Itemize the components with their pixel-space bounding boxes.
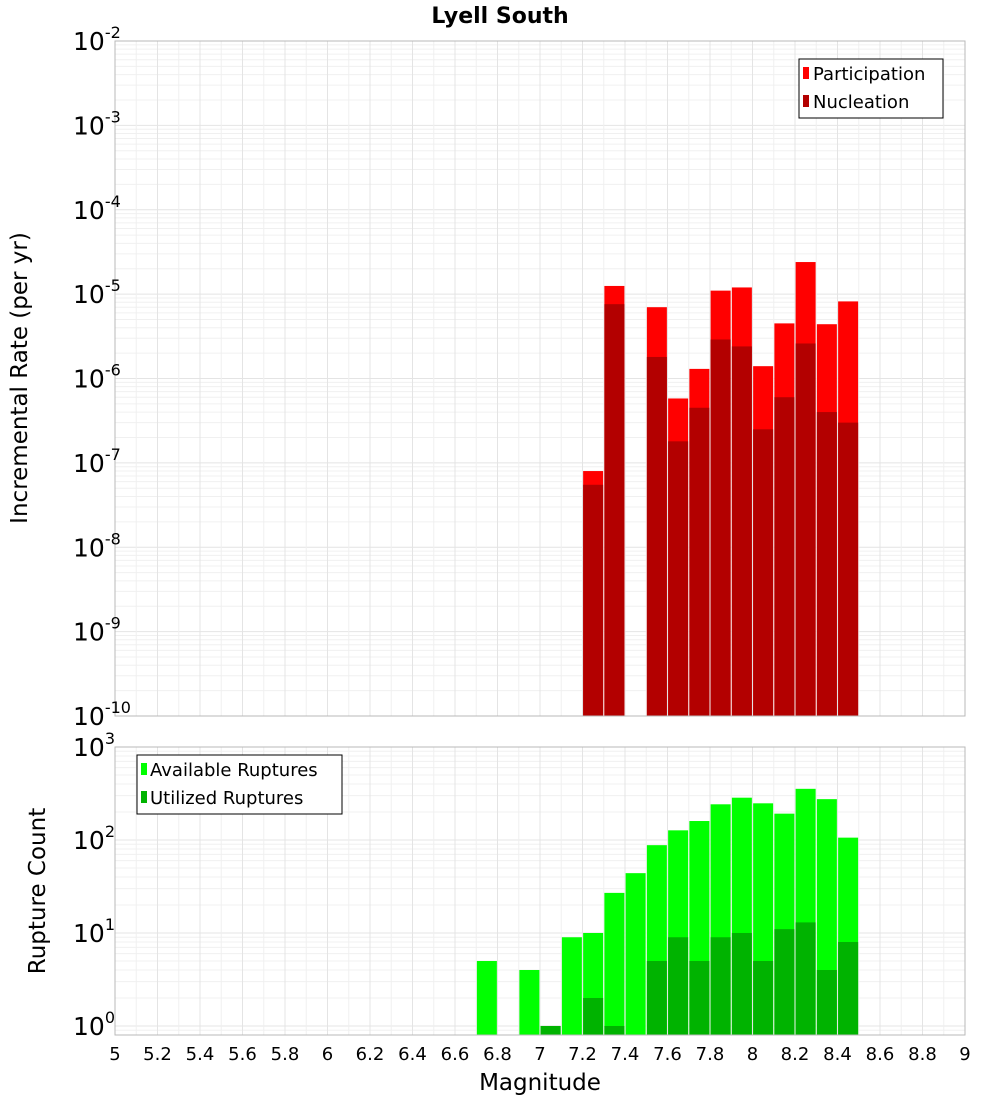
top-y-tick-label: 10-7 (73, 445, 121, 478)
bottom-y-tick-label: 103 (73, 729, 115, 762)
bottom-y-tick-label: 100 (73, 1008, 115, 1041)
available-ruptures-bar (519, 969, 540, 1035)
top-y-tick-label: 10-10 (73, 698, 131, 731)
legend-label-participation: Participation (813, 64, 925, 85)
x-tick-label: 8 (747, 1044, 758, 1065)
nucleation-bar (646, 356, 667, 716)
utilized-ruptures-bar (816, 969, 837, 1035)
legend-label-utilized: Utilized Ruptures (150, 788, 303, 809)
top-y-tick-label: 10-9 (73, 614, 121, 647)
x-tick-label: 7.6 (653, 1044, 682, 1065)
top-legend-box (798, 58, 944, 119)
utilized-ruptures-bar (689, 960, 710, 1035)
chart-title: Lyell South (431, 4, 568, 29)
bottom-legend: Available Ruptures Utilized Ruptures (136, 754, 343, 815)
x-tick-label: 6.4 (398, 1044, 427, 1065)
x-tick-label: 5.6 (228, 1044, 257, 1065)
x-tick-label: 8.6 (866, 1044, 895, 1065)
utilized-ruptures-bar (540, 1025, 561, 1035)
available-ruptures-bar (476, 960, 497, 1035)
utilized-ruptures-bar (753, 960, 774, 1035)
nucleation-bar (731, 346, 752, 716)
x-tick-label: 7.8 (696, 1044, 725, 1065)
nucleation-bar (816, 412, 837, 716)
utilized-ruptures-bar (668, 937, 689, 1035)
bottom-y-tick-label: 102 (73, 822, 115, 855)
top-y-tick-label: 10-4 (73, 192, 121, 225)
bottom-plot-frame (114, 746, 966, 1036)
utilized-ruptures-bar (795, 922, 816, 1035)
available-ruptures-bar (625, 873, 646, 1035)
bottom-bars (476, 788, 859, 1035)
bottom-y-axis-label: Rupture Count (25, 808, 51, 974)
nucleation-bar (604, 304, 625, 716)
x-axis-label: Magnitude (479, 1070, 601, 1096)
top-y-tick-label: 10-5 (73, 276, 121, 309)
top-y-tick-label: 10-8 (73, 529, 121, 562)
bottom-gridlines (114, 747, 966, 1036)
top-bars (583, 262, 859, 716)
utilized-ruptures-bar (774, 929, 795, 1035)
x-tick-label: 6.6 (441, 1044, 470, 1065)
x-tick-label: 8.2 (781, 1044, 810, 1065)
utilized-ruptures-bar (710, 937, 731, 1035)
nucleation-bar (774, 397, 795, 716)
legend-label-nucleation: Nucleation (813, 92, 909, 113)
utilized-ruptures-bar (731, 932, 752, 1035)
x-tick-label: 6.8 (483, 1044, 512, 1065)
x-tick-label: 8.4 (823, 1044, 852, 1065)
legend-label-available: Available Ruptures (150, 760, 318, 781)
x-tick-label: 5.2 (143, 1044, 172, 1065)
x-tick-label: 8.8 (908, 1044, 937, 1065)
utilized-ruptures-bar (838, 942, 859, 1035)
nucleation-bar (668, 441, 689, 716)
nucleation-bar (583, 484, 604, 716)
x-tick-label: 5.8 (271, 1044, 300, 1065)
x-tick-label: 7.4 (611, 1044, 640, 1065)
legend-swatch-utilized (141, 791, 147, 803)
utilized-ruptures-bar (583, 997, 604, 1035)
nucleation-bar (689, 407, 710, 716)
x-tick-labels: 5 5.2 5.4 5.6 5.8 6 6.2 6.4 6.6 6.8 7 7.2 7.4 7.6 7.8 8… (109, 1044, 970, 1065)
x-tick-label: 7 (534, 1044, 545, 1065)
x-tick-label: 5.4 (186, 1044, 215, 1065)
x-tick-label: 6.2 (356, 1044, 385, 1065)
available-ruptures-bar (604, 892, 625, 1035)
legend-swatch-participation (803, 67, 809, 79)
utilized-ruptures-bar (604, 1025, 625, 1035)
top-plot-frame (114, 40, 966, 717)
x-tick-label: 7.2 (568, 1044, 597, 1065)
top-y-axis-label: Incremental Rate (per yr) (7, 232, 33, 524)
x-tick-label: 6 (322, 1044, 333, 1065)
x-tick-label: 9 (959, 1044, 970, 1065)
top-legend: Participation Nucleation (798, 58, 944, 119)
top-y-tick-label: 10-2 (73, 23, 121, 56)
utilized-ruptures-bar (646, 960, 667, 1035)
nucleation-bar (795, 343, 816, 716)
top-y-tick-labels: 10-2 10-3 10-4 10-5 10-6 10-7 10-8 10-9 10-10 (73, 23, 131, 731)
top-y-tick-label: 10-6 (73, 361, 121, 394)
available-ruptures-bar (561, 937, 582, 1035)
nucleation-bar (710, 339, 731, 716)
nucleation-bar (753, 429, 774, 716)
bottom-legend-box (136, 754, 343, 815)
top-gridlines (114, 41, 966, 717)
legend-swatch-available (141, 763, 147, 775)
top-y-tick-label: 10-3 (73, 107, 121, 140)
legend-swatch-nucleation (803, 95, 809, 107)
bottom-y-tick-label: 101 (73, 915, 115, 948)
bottom-y-tick-labels: 103 102 101 100 (73, 729, 115, 1041)
x-tick-label: 5 (109, 1044, 120, 1065)
nucleation-bar (838, 422, 859, 716)
